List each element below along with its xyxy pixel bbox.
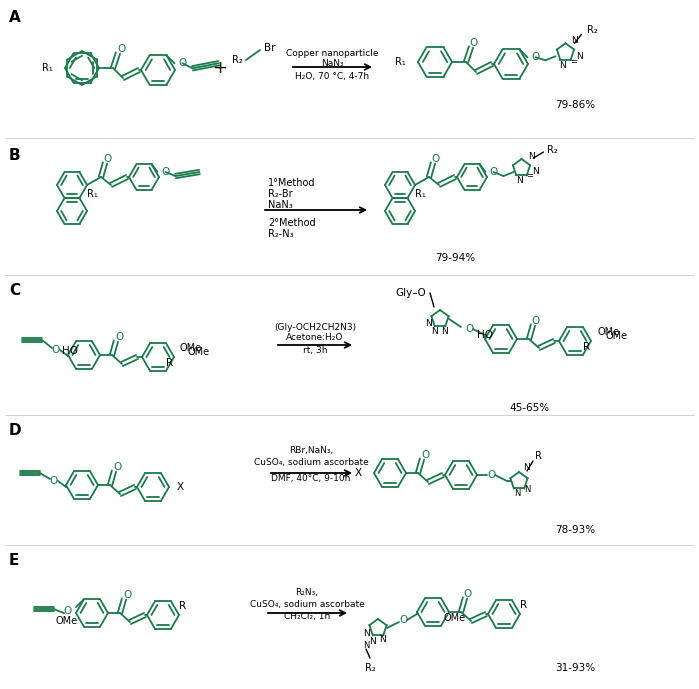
Text: A: A xyxy=(9,10,21,25)
Text: C: C xyxy=(9,283,20,298)
Text: 79-86%: 79-86% xyxy=(555,100,595,110)
Text: DMF, 40°C, 9-10h: DMF, 40°C, 9-10h xyxy=(271,473,351,482)
Text: N: N xyxy=(571,36,578,45)
Text: O: O xyxy=(487,470,495,480)
Text: O: O xyxy=(117,44,125,54)
Text: 2°Method: 2°Method xyxy=(268,218,316,228)
Text: N: N xyxy=(380,635,387,644)
Text: O: O xyxy=(399,615,407,625)
Text: HO: HO xyxy=(62,346,78,356)
Text: OMe: OMe xyxy=(56,616,78,626)
Text: CH₂Cl₂, 1h: CH₂Cl₂, 1h xyxy=(284,613,330,621)
Text: NaN₃: NaN₃ xyxy=(268,200,293,210)
Text: (Gly-OCH2CH2N3): (Gly-OCH2CH2N3) xyxy=(274,322,356,331)
Text: R₂: R₂ xyxy=(365,663,375,673)
Text: N: N xyxy=(363,641,369,650)
Text: 78-93%: 78-93% xyxy=(555,525,595,535)
Text: X: X xyxy=(355,468,362,478)
Text: R: R xyxy=(520,600,527,610)
Text: N: N xyxy=(514,489,520,497)
Text: R₂N₃,: R₂N₃, xyxy=(296,588,319,597)
Text: O: O xyxy=(178,59,187,68)
Text: R₂-Br: R₂-Br xyxy=(268,189,293,199)
Text: Acetone:H₂O: Acetone:H₂O xyxy=(287,333,344,342)
Text: O: O xyxy=(489,167,498,177)
Text: B: B xyxy=(9,148,21,163)
Text: CuSO₄, sodium ascorbate: CuSO₄, sodium ascorbate xyxy=(250,599,364,608)
Text: OMe: OMe xyxy=(443,613,465,623)
Text: O: O xyxy=(432,154,440,164)
Text: R₁: R₁ xyxy=(87,189,99,199)
Text: =: = xyxy=(526,172,533,181)
Text: CuSO₄, sodium ascorbate: CuSO₄, sodium ascorbate xyxy=(254,458,368,468)
Text: Br: Br xyxy=(264,43,275,53)
Text: R: R xyxy=(179,601,186,611)
Text: R₁: R₁ xyxy=(42,63,53,73)
Text: N: N xyxy=(363,630,369,639)
Text: 79-94%: 79-94% xyxy=(435,253,475,263)
Text: R₂: R₂ xyxy=(587,25,598,35)
Text: N: N xyxy=(528,152,535,161)
Text: HO: HO xyxy=(477,330,493,340)
Text: O: O xyxy=(50,476,58,486)
Text: OMe: OMe xyxy=(597,327,619,337)
Text: RBr,NaN₃,: RBr,NaN₃, xyxy=(289,446,333,455)
Text: D: D xyxy=(9,423,22,438)
Text: N: N xyxy=(532,167,539,176)
Text: O: O xyxy=(531,52,540,62)
Text: OMe: OMe xyxy=(188,347,210,357)
Text: N: N xyxy=(431,327,438,336)
Text: R₂: R₂ xyxy=(232,55,243,65)
Text: N: N xyxy=(424,318,431,327)
Text: R₁: R₁ xyxy=(415,189,426,199)
Text: O: O xyxy=(161,167,170,177)
Text: 45-65%: 45-65% xyxy=(510,403,550,413)
Text: R: R xyxy=(584,342,591,352)
Text: N: N xyxy=(368,637,375,646)
Text: O: O xyxy=(464,589,472,599)
Text: O: O xyxy=(123,590,131,600)
Text: Copper nanoparticle: Copper nanoparticle xyxy=(286,48,378,57)
Text: N: N xyxy=(524,484,530,493)
Text: +: + xyxy=(212,59,227,77)
Text: OMe: OMe xyxy=(605,331,627,341)
Text: NaN₃: NaN₃ xyxy=(321,59,343,68)
Text: O: O xyxy=(104,154,112,164)
Text: R₂-N₃: R₂-N₃ xyxy=(268,229,294,239)
Text: OMe: OMe xyxy=(180,343,202,353)
Text: O: O xyxy=(470,38,478,48)
Text: O: O xyxy=(532,316,540,326)
Text: O: O xyxy=(115,332,123,342)
Text: N: N xyxy=(524,464,531,473)
Text: N: N xyxy=(442,327,448,336)
Text: O: O xyxy=(113,462,121,472)
Text: 1°Method: 1°Method xyxy=(268,178,315,188)
Text: O: O xyxy=(64,606,72,616)
Text: 31-93%: 31-93% xyxy=(555,663,595,673)
Text: O: O xyxy=(465,324,473,334)
Text: O: O xyxy=(52,345,60,355)
Text: X: X xyxy=(177,482,184,492)
Text: R₂: R₂ xyxy=(547,145,559,155)
Text: N: N xyxy=(516,176,523,185)
Text: H₂O, 70 °C, 4-7h: H₂O, 70 °C, 4-7h xyxy=(295,72,369,81)
Text: =: = xyxy=(570,56,577,65)
Text: Gly–O: Gly–O xyxy=(395,288,426,298)
Text: R₁: R₁ xyxy=(395,57,406,67)
Text: R: R xyxy=(166,358,173,368)
Text: O: O xyxy=(421,450,429,460)
Text: E: E xyxy=(9,553,20,568)
Text: R: R xyxy=(535,451,542,461)
Text: rt, 3h: rt, 3h xyxy=(303,347,327,356)
Text: N: N xyxy=(559,61,566,70)
Text: N: N xyxy=(576,52,583,61)
